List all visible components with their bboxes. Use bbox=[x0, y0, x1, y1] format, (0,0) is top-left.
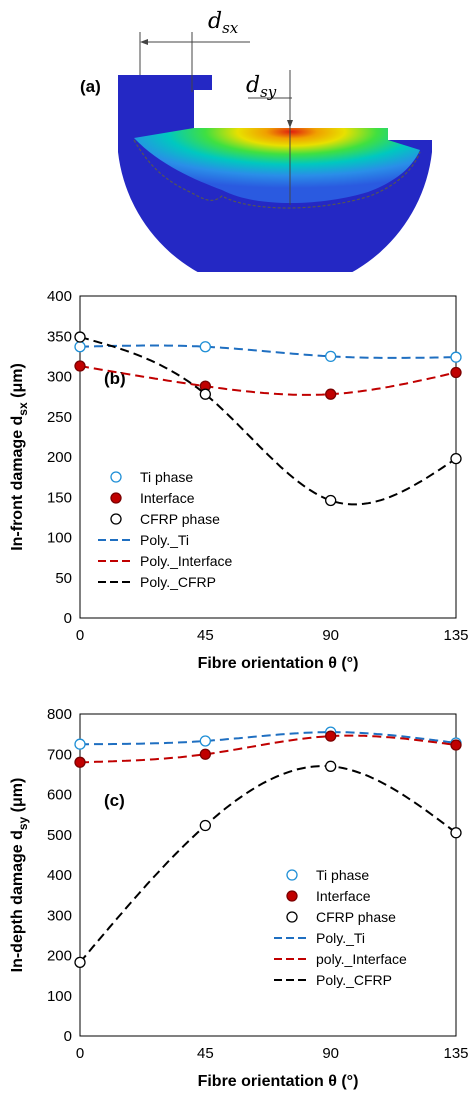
x-tick-label: 0 bbox=[76, 1045, 84, 1062]
data-point-series-2 bbox=[325, 730, 337, 742]
chart-b-in-front-damage: 0 50 100 150 200 250 300 350 400 0 45 90 135 Fibre or… bbox=[9, 288, 469, 672]
legend-label: Ti phase bbox=[140, 469, 193, 485]
data-point-series-3 bbox=[199, 388, 211, 400]
data-point-series-3 bbox=[325, 760, 337, 772]
data-point-series-2 bbox=[325, 388, 337, 400]
y-axis-title: In-front damage dsx (μm) bbox=[9, 363, 30, 551]
legend-marker bbox=[286, 911, 298, 923]
y-tick-label: 50 bbox=[55, 570, 72, 587]
data-point-series-3 bbox=[450, 827, 462, 839]
legend-label: Poly._Interface bbox=[140, 553, 233, 569]
y-tick-label: 200 bbox=[47, 449, 72, 466]
data-point-series-2 bbox=[450, 739, 462, 751]
y-tick-label: 400 bbox=[47, 288, 72, 305]
fit-line-1 bbox=[79, 344, 457, 359]
x-tick-label: 45 bbox=[197, 627, 214, 644]
legend-marker bbox=[110, 471, 122, 483]
legend-label: Interface bbox=[140, 490, 195, 506]
y-tick-label: 600 bbox=[47, 787, 72, 804]
chart-c-in-depth-damage: 0 100 200 300 400 500 600 700 800 0 45 90 135 Fibre o… bbox=[9, 706, 469, 1090]
plot-frame bbox=[79, 295, 457, 619]
legend-marker bbox=[110, 513, 122, 525]
data-point-series-2 bbox=[199, 748, 211, 760]
panel-label: (c) bbox=[104, 791, 125, 810]
legend-label: Poly._CFRP bbox=[316, 972, 392, 988]
y-tick-label: 300 bbox=[47, 907, 72, 924]
data-point-series-1 bbox=[450, 351, 462, 363]
legend-label: Poly._CFRP bbox=[140, 574, 216, 590]
data-point-series-1 bbox=[199, 341, 211, 353]
y-tick-label: 100 bbox=[47, 988, 72, 1005]
fit-line-3 bbox=[79, 336, 457, 506]
y-tick-label: 350 bbox=[47, 328, 72, 345]
y-tick-label: 250 bbox=[47, 409, 72, 426]
legend-marker bbox=[110, 492, 122, 504]
legend-label: Interface bbox=[316, 888, 371, 904]
data-point-series-1 bbox=[325, 350, 337, 363]
y-tick-label: 0 bbox=[64, 1028, 72, 1045]
fit-line-2 bbox=[79, 365, 457, 396]
dim-sy-arrowhead bbox=[287, 120, 293, 128]
data-point-series-3 bbox=[74, 956, 86, 968]
fit-line-1 bbox=[80, 731, 457, 746]
data-point-series-3 bbox=[325, 494, 337, 507]
data-point-series-3 bbox=[199, 819, 211, 832]
data-point-series-2 bbox=[74, 756, 86, 768]
x-tick-label: 135 bbox=[443, 627, 468, 644]
y-tick-label: 0 bbox=[64, 610, 72, 627]
damage-boundary-line bbox=[133, 139, 421, 209]
dim-sx-label: dsx bbox=[208, 9, 239, 37]
dim-sx-arrowhead bbox=[140, 39, 148, 45]
y-tick-label: 800 bbox=[47, 706, 72, 723]
data-point-series-2 bbox=[450, 366, 462, 379]
y-tick-label: 150 bbox=[47, 489, 72, 506]
data-point-series-1 bbox=[74, 738, 86, 750]
legend-label: Ti phase bbox=[316, 867, 369, 883]
data-point-series-3 bbox=[450, 452, 462, 465]
legend-label: Poly._Ti bbox=[140, 532, 189, 548]
data-point-series-1 bbox=[74, 341, 86, 353]
x-tick-label: 90 bbox=[322, 1045, 339, 1062]
panel-a-label: (a) bbox=[80, 77, 101, 96]
x-axis-title: Fibre orientation θ (°) bbox=[198, 1073, 359, 1090]
legend-label: poly._Interface bbox=[316, 951, 407, 967]
data-point-series-2 bbox=[74, 360, 86, 372]
fit-line-2 bbox=[79, 734, 457, 764]
data-point-series-1 bbox=[199, 735, 211, 747]
fit-line-3 bbox=[79, 764, 457, 963]
x-axis-title: Fibre orientation θ (°) bbox=[198, 655, 359, 672]
damage-contour-region bbox=[134, 128, 420, 204]
y-tick-label: 200 bbox=[47, 948, 72, 965]
y-tick-label: 100 bbox=[47, 530, 72, 547]
data-point-series-3 bbox=[74, 331, 86, 343]
legend-label: CFRP phase bbox=[140, 511, 220, 527]
x-tick-label: 90 bbox=[322, 627, 339, 644]
legend-label: Poly._Ti bbox=[316, 930, 365, 946]
y-axis-title: In-depth damage dsy (μm) bbox=[9, 778, 30, 973]
legend-label: CFRP phase bbox=[316, 909, 396, 925]
y-tick-label: 500 bbox=[47, 827, 72, 844]
legend-marker bbox=[286, 890, 298, 902]
plot-frame bbox=[79, 713, 457, 1037]
y-tick-label: 400 bbox=[47, 867, 72, 884]
dim-sy-label: dsy bbox=[246, 73, 277, 101]
legend-marker bbox=[286, 869, 298, 881]
y-tick-label: 700 bbox=[47, 746, 72, 763]
panel-a-illustration: dsx dsy (a) bbox=[80, 9, 432, 272]
x-tick-label: 45 bbox=[197, 1045, 214, 1062]
x-tick-label: 135 bbox=[443, 1045, 468, 1062]
y-tick-label: 300 bbox=[47, 369, 72, 386]
panel-label: (b) bbox=[104, 369, 126, 388]
x-tick-label: 0 bbox=[76, 627, 84, 644]
